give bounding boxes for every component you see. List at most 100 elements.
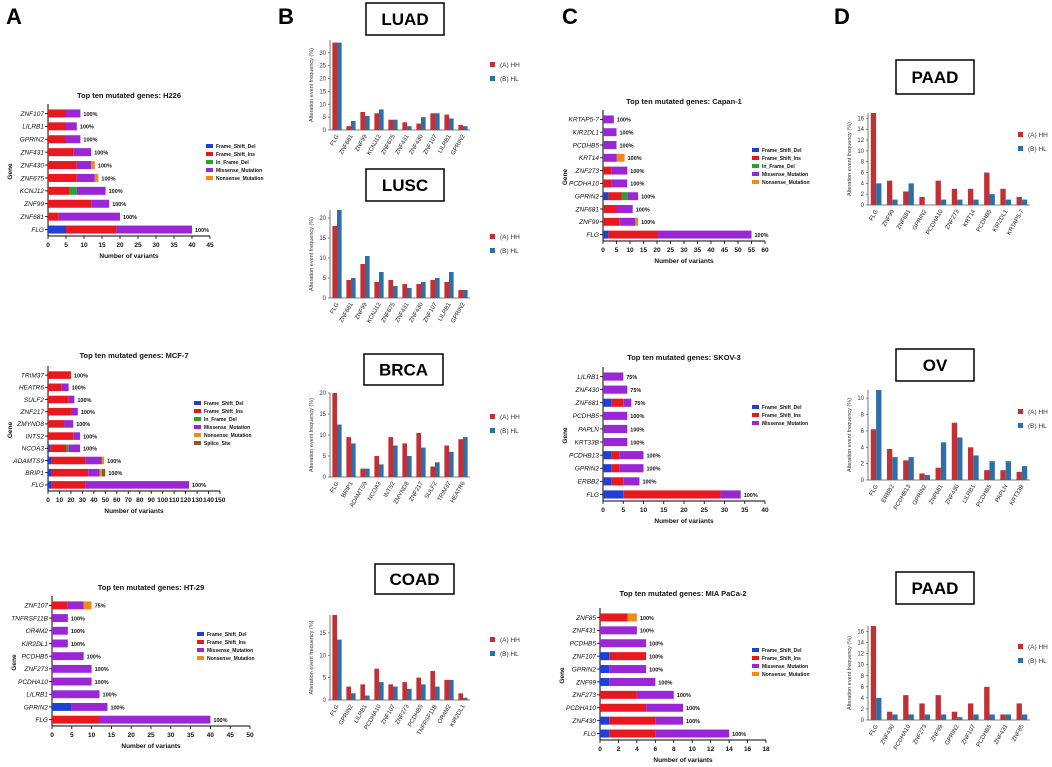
- bar-segment-missense-mutation: [655, 716, 683, 725]
- bar-hl: [973, 455, 979, 480]
- category-label: LILRB1: [962, 483, 978, 504]
- bar-segment-missense-mutation: [603, 424, 628, 434]
- bar-hl: [393, 445, 398, 477]
- y-tick-label: 2: [861, 707, 865, 713]
- vbar-chart-lusc: LUSC 0 5 10 15 20 Alteration event frequency (…: [309, 168, 520, 302]
- chart-title: Top ten mutated genes: HT-29: [98, 583, 205, 592]
- legend-label: Frame_Shift_Del: [216, 144, 256, 150]
- legend-swatch: [194, 433, 201, 437]
- bar-hl: [393, 119, 398, 130]
- bar-segment-missense-mutation: [657, 230, 752, 239]
- x-tick-label: 30: [79, 497, 87, 504]
- chart-title: Top ten mutated genes: MIA PaCa-2: [619, 589, 746, 598]
- x-tick-label: 25: [134, 242, 142, 249]
- gene-label: GPRIN2: [572, 666, 597, 673]
- bar-segment-missense-mutation: [603, 128, 617, 137]
- y-tick-label: 10: [319, 102, 326, 108]
- bar-hh: [935, 180, 941, 205]
- bar-hh: [346, 126, 351, 130]
- bar-segment-frame-shift-del: [48, 468, 52, 477]
- bar-hh: [967, 188, 974, 205]
- legend-label: In_Frame_Del: [216, 160, 249, 166]
- bar-segment-missense-mutation: [646, 703, 683, 712]
- bar-hh: [870, 113, 877, 205]
- gene-label: LILRB1: [26, 692, 48, 699]
- percent-label: 100%: [103, 693, 117, 699]
- bar-hl: [435, 462, 440, 477]
- bar-hh: [374, 456, 379, 477]
- gene-label: ZMYND8: [16, 421, 44, 428]
- x-tick-label: 20: [680, 507, 688, 514]
- gene-label: GPRIN2: [575, 194, 600, 201]
- bar-segment-frame-shift-del: [603, 464, 612, 473]
- x-tick-label: 60: [113, 497, 121, 504]
- legend-swatch: [194, 401, 201, 405]
- percent-label: 100%: [192, 483, 206, 489]
- bar-hh: [935, 467, 941, 480]
- category-label: PCDHA10: [926, 208, 945, 236]
- bar-hh: [430, 113, 435, 130]
- bar-hl: [940, 442, 947, 480]
- gene-label: ZNF99: [578, 219, 599, 226]
- category-label: ZNF430: [880, 723, 896, 745]
- category-label: PCDHB13: [893, 483, 912, 511]
- y-tick-label: 0: [323, 475, 327, 481]
- x-tick-label: 10: [56, 497, 64, 504]
- legend-label: (B) HL: [1028, 658, 1047, 665]
- vbar-chart-ov: OV 0 2 4 6 8 10 Alteration event frequency (%) (…: [847, 348, 1048, 484]
- chart-title: Top ten mutated genes: H226: [77, 91, 181, 100]
- bar-segment-frame-shift-ins: [603, 217, 620, 226]
- bar-segment-frame-shift-ins: [611, 398, 624, 407]
- gene-label: ZNF430: [575, 387, 600, 394]
- bar-hl: [365, 468, 370, 477]
- bar-hh: [903, 191, 909, 205]
- gene-label: PCDHB5: [573, 413, 600, 420]
- bar-segment-missense-mutation: [99, 715, 211, 724]
- bar-hh: [886, 448, 893, 480]
- cohort-title: OV: [923, 356, 948, 375]
- legend-label: (A) HH: [1028, 132, 1048, 139]
- panel-letter-B: B: [278, 4, 294, 29]
- bar-segment-missense-mutation: [61, 383, 69, 392]
- bar-segment-in-frame-del: [69, 186, 77, 195]
- category-label: PCDHB5: [976, 723, 994, 748]
- bar-hl: [1005, 714, 1012, 720]
- bar-hl: [449, 272, 454, 298]
- category-label: ZNF430: [945, 483, 961, 505]
- x-tick-label: 8: [672, 746, 676, 753]
- gene-label: HEATR6: [19, 385, 45, 392]
- bar-segment-frame-shift-del: [600, 729, 610, 738]
- category-label: ZNF681: [339, 133, 355, 155]
- bar-segment-frame-shift-ins: [603, 166, 612, 175]
- y-tick-label: 0: [323, 296, 327, 302]
- bar-hl: [989, 461, 995, 480]
- gene-label: NCOA3: [22, 446, 45, 453]
- category-label: PAPLN: [995, 484, 1010, 504]
- bar-segment-frame-shift-ins: [48, 173, 77, 182]
- y-tick-label: 14: [857, 641, 864, 647]
- legend-swatch: [752, 672, 759, 676]
- bar-hh: [360, 684, 365, 700]
- legend-label: Missense_Mutation: [204, 425, 250, 431]
- bar-hl: [989, 194, 995, 205]
- bar-hh: [332, 615, 337, 700]
- gene-label: FLG: [586, 232, 599, 239]
- bar-segment-frame-shift-del: [48, 481, 52, 489]
- bar-hl: [337, 210, 342, 298]
- legend-label: Frame_Shift_Ins: [204, 409, 243, 415]
- bar-hh: [360, 468, 365, 477]
- percent-label: 100%: [71, 629, 85, 635]
- legend-swatch: [752, 656, 759, 660]
- y-tick-label: 16: [857, 630, 864, 636]
- x-tick-label: 100: [157, 497, 168, 504]
- x-tick-label: 15: [108, 732, 116, 739]
- bar-segment-missense-mutation: [603, 437, 628, 447]
- bar-segment-frame-shift-del: [52, 703, 72, 711]
- x-tick-label: 50: [734, 247, 742, 254]
- bar-segment-missense-mutation: [600, 639, 647, 648]
- bar-segment-frame-shift-ins: [48, 371, 71, 379]
- bar-hh: [984, 686, 990, 720]
- x-tick-label: 90: [148, 497, 156, 504]
- x-tick-label: 35: [694, 247, 702, 254]
- y-tick-label: 10: [319, 256, 326, 262]
